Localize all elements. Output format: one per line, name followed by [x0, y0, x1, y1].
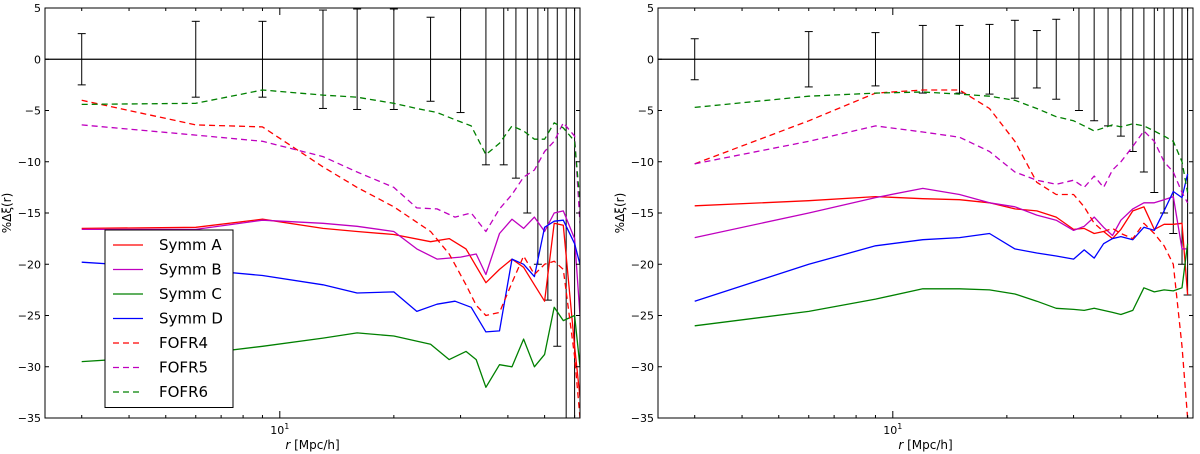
x-tick-label-exponent: 1	[284, 422, 289, 431]
series-symm-b	[694, 187, 1188, 250]
y-tick-label: −10	[631, 156, 654, 169]
error-bar	[523, 8, 532, 214]
series-symm-b	[81, 210, 580, 316]
y-tick-label: −35	[18, 412, 41, 425]
y-tick-label: −15	[18, 207, 41, 220]
error-bar	[1116, 8, 1125, 137]
error-bar	[1074, 8, 1083, 111]
y-tick-label: 5	[647, 2, 654, 15]
legend-label: FOFR4	[159, 334, 208, 352]
series-symm-d	[694, 173, 1189, 302]
y-tick-label: −35	[631, 412, 654, 425]
x-axis-label-unit: [Mpc/h]	[290, 438, 339, 452]
error-bar	[499, 8, 508, 166]
error-bar	[1090, 8, 1099, 122]
series-symm-a	[694, 195, 1189, 296]
error-bar	[1128, 8, 1137, 152]
legend-label: FOFR5	[159, 359, 208, 377]
x-axis-label: r [Mpc/h]	[898, 438, 952, 452]
y-tick-label: −30	[631, 361, 654, 374]
error-bar	[511, 8, 520, 179]
x-tick-label-exponent: 1	[897, 422, 902, 431]
axes-frame	[657, 7, 1194, 419]
y-tick-label: −25	[631, 310, 654, 323]
series-fofr5	[81, 122, 580, 233]
y-tick-label: −5	[25, 105, 41, 118]
y-tick-label: −20	[18, 258, 41, 271]
x-tick-label-base: 10	[270, 424, 284, 437]
series-symm-c	[81, 306, 580, 388]
legend-label: Symm D	[159, 310, 223, 328]
x-tick-label: 101	[883, 422, 902, 437]
error-bar	[1160, 8, 1169, 214]
error-bar	[481, 8, 490, 166]
error-bar	[918, 24, 927, 94]
error-bar	[562, 8, 571, 418]
legend-label: FOFR6	[159, 383, 208, 401]
x-axis-label-var: r	[898, 438, 904, 452]
x-axis-label: r [Mpc/h]	[285, 438, 339, 452]
error-bar	[1052, 18, 1061, 100]
error-bar	[1150, 8, 1159, 193]
error-bar	[690, 38, 699, 81]
y-tick-label: 0	[647, 53, 654, 66]
y-tick-label: −5	[638, 105, 654, 118]
error-bar	[426, 16, 435, 102]
legend-label: Symm B	[159, 261, 222, 279]
series-fofr6	[694, 91, 1189, 193]
error-bar	[553, 8, 562, 347]
error-bar	[533, 8, 542, 265]
error-bar	[191, 20, 200, 98]
error-bar	[77, 33, 86, 86]
error-bar	[456, 8, 465, 114]
error-bar	[1010, 19, 1019, 99]
y-tick-label: −30	[18, 361, 41, 374]
y-tick-label: −25	[18, 310, 41, 323]
error-bar	[804, 31, 813, 88]
y-axis-label: %Δξ(r)	[613, 193, 627, 234]
error-bar	[1139, 8, 1148, 173]
x-tick-label-base: 10	[883, 424, 897, 437]
y-tick-label: −10	[18, 156, 41, 169]
series-fofr4	[81, 99, 580, 418]
error-bar	[570, 8, 579, 418]
x-axis-label-var: r	[285, 438, 291, 452]
series-fofr4	[694, 89, 1189, 418]
legend: Symm A Symm B Symm C Symm D FOFR4 FOFR5 FOFR6	[104, 229, 234, 408]
legend-label: Symm C	[159, 285, 222, 303]
y-tick-label: −15	[631, 207, 654, 220]
error-bar	[353, 8, 362, 110]
series-symm-c	[694, 243, 1189, 327]
y-axis-label: %Δξ(r)	[0, 193, 14, 234]
error-bar	[318, 9, 327, 109]
plot-area	[658, 8, 1193, 418]
error-bar	[1169, 8, 1178, 234]
y-tick-label: −20	[631, 258, 654, 271]
y-tick-label: 0	[34, 53, 41, 66]
error-bar	[871, 32, 880, 87]
error-bar	[985, 23, 994, 95]
series-fofr6	[81, 89, 580, 203]
error-bar	[1032, 30, 1041, 89]
error-bar	[258, 20, 267, 98]
error-bar	[1183, 8, 1192, 296]
series-fofr5	[694, 125, 1189, 204]
plot-area	[45, 8, 580, 418]
error-bar	[955, 24, 964, 94]
x-axis-label-unit: [Mpc/h]	[903, 438, 952, 452]
series-symm-a	[81, 218, 580, 398]
series-symm-d	[81, 219, 580, 333]
error-bar	[1104, 8, 1113, 127]
legend-label: Symm A	[159, 236, 222, 254]
x-tick-label: 101	[270, 422, 289, 437]
y-tick-label: 5	[34, 2, 41, 15]
